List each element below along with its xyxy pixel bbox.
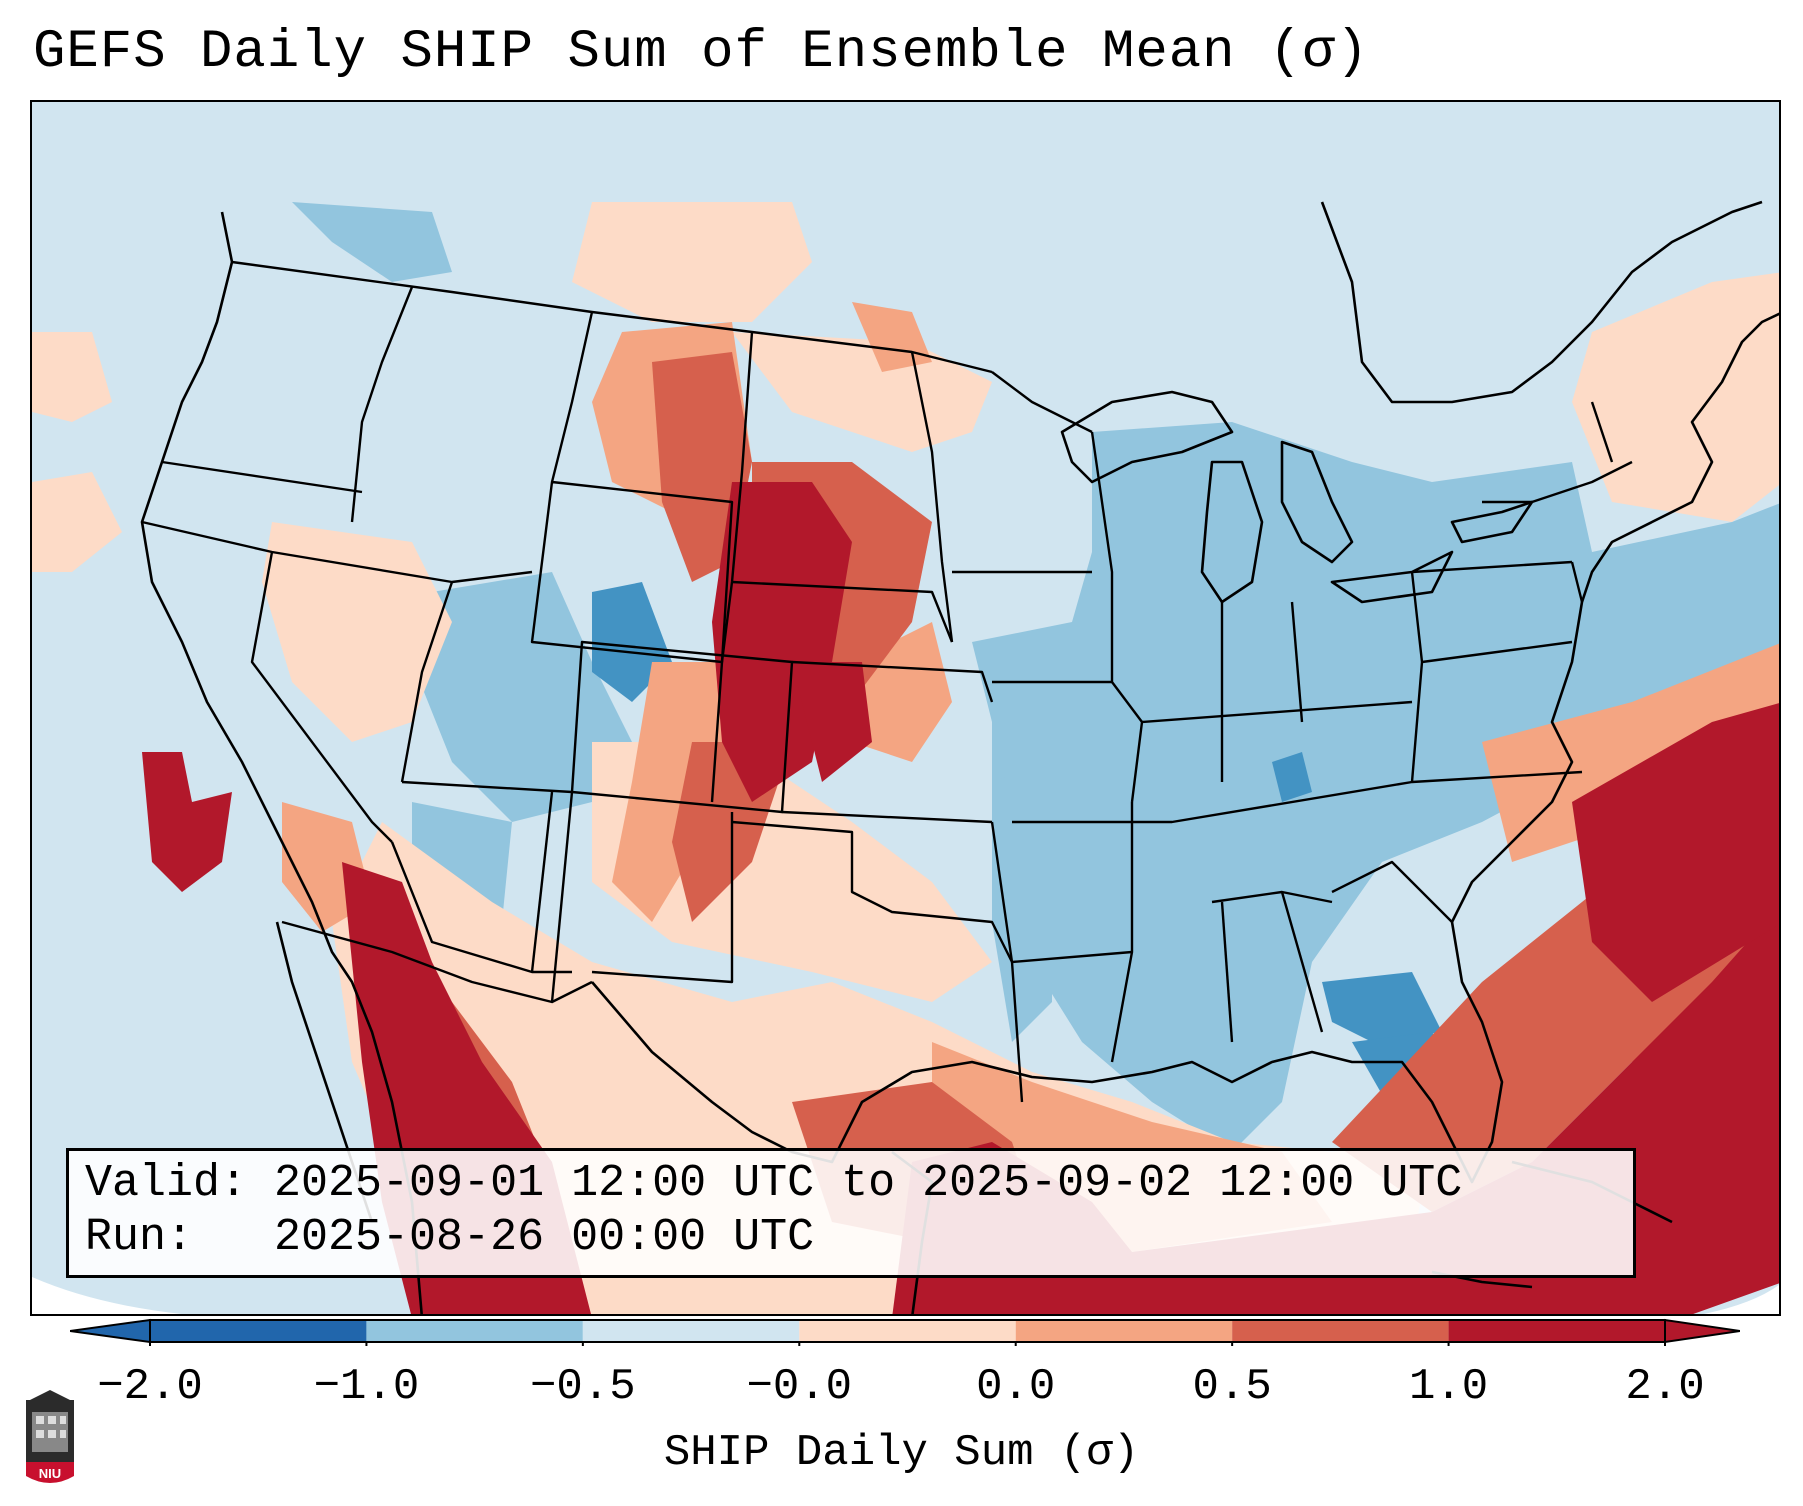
colorbar-extend-high: [1664, 1318, 1740, 1344]
colorbar-extend-low: [70, 1318, 151, 1344]
colorbar-tick-label: −0.5: [530, 1362, 636, 1412]
chart-title: GEFS Daily SHIP Sum of Ensemble Mean (σ): [33, 22, 1370, 83]
colorbar-tick-label: 2.0: [1625, 1362, 1705, 1412]
logo-text: NIU: [39, 1466, 61, 1481]
niu-logo-icon: NIU: [26, 1390, 74, 1483]
run-time-text: Run: 2025-08-26 00:00 UTC: [85, 1212, 815, 1263]
projection-edge-right: [1703, 1284, 1779, 1314]
colorbar-segment: [1232, 1320, 1449, 1342]
colorbar-label: SHIP Daily Sum (σ): [663, 1428, 1140, 1478]
colorbar: [70, 1318, 1740, 1346]
colorbar-segment: [799, 1320, 1016, 1342]
colorbar-tick-label: 0.0: [976, 1362, 1056, 1412]
colorbar-outline: [149, 1319, 1666, 1343]
colorbar-segment: [1448, 1320, 1665, 1342]
colorbar-tick-label: 1.0: [1408, 1362, 1489, 1412]
colorbar-tick-label: −2.0: [97, 1362, 203, 1412]
colorbar-tick-label: 0.5: [1192, 1362, 1272, 1412]
anomaly-map: [32, 102, 1779, 1314]
colorbar-segment: [1015, 1320, 1233, 1342]
map-panel: [30, 100, 1781, 1316]
colorbar-segment: [582, 1320, 800, 1342]
state-borders: [141, 260, 1633, 1103]
colorbar-segment: [366, 1320, 583, 1342]
colorbar-tick-label: −1.0: [313, 1362, 420, 1412]
colorbar-tick-label: −0.0: [746, 1362, 853, 1412]
projection-edge-left: [32, 1277, 182, 1314]
valid-run-infobox: Valid: 2025-09-01 12:00 UTC to 2025-09-0…: [66, 1148, 1636, 1278]
valid-time-text: Valid: 2025-09-01 12:00 UTC to 2025-09-0…: [85, 1158, 1463, 1209]
colorbar-segment: [150, 1320, 367, 1342]
